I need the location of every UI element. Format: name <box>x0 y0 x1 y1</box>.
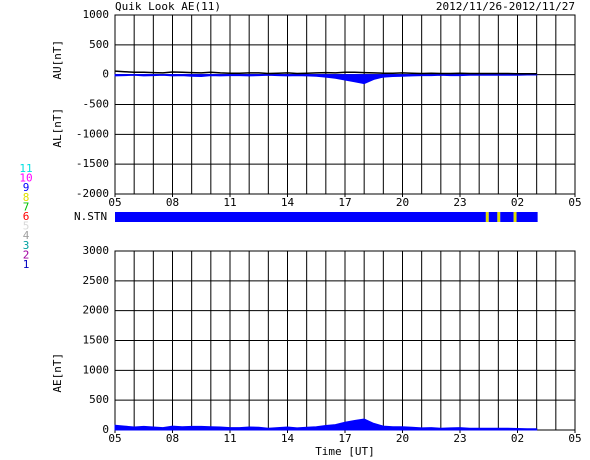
x-tick-label: 11 <box>223 196 236 209</box>
x-tick-label: 11 <box>223 432 236 445</box>
header-date: 2012/11/26-2012/11/27 <box>436 0 575 13</box>
y-tick-label: 1000 <box>83 363 110 376</box>
station-segment <box>516 212 538 222</box>
row-label: N.STN <box>74 210 107 223</box>
x-tick-label: 17 <box>338 432 351 445</box>
x-tick-label: 23 <box>453 196 466 209</box>
y-tick-label: 1000 <box>83 8 110 21</box>
y-tick-label: 2000 <box>83 304 110 317</box>
x-tick-label: 05 <box>108 196 121 209</box>
legend-label: 2 <box>23 248 30 261</box>
area <box>114 418 538 431</box>
legend-label: 7 <box>23 200 30 213</box>
station-segment <box>497 212 501 222</box>
x-tick-label: 05 <box>108 432 121 445</box>
x-tick-label: 05 <box>568 196 581 209</box>
legend-label: 4 <box>23 229 30 242</box>
y-tick-label: 0 <box>102 68 109 81</box>
y-axis-label: AU[nT] <box>51 40 64 80</box>
x-tick-label: 23 <box>453 432 466 445</box>
station-segment <box>115 212 486 222</box>
y-tick-label: 3000 <box>83 244 110 257</box>
x-tick-label: 08 <box>166 196 179 209</box>
station-segment <box>513 212 517 222</box>
y-tick-label: -1000 <box>76 127 109 140</box>
x-tick-label: 02 <box>511 432 524 445</box>
plot-frame <box>114 14 576 195</box>
legend-label: 6 <box>23 210 30 223</box>
line <box>114 70 537 75</box>
y-tick-label: 2500 <box>83 274 110 287</box>
legend-label: 1 <box>23 258 30 271</box>
y-tick-label: 500 <box>89 393 109 406</box>
y-tick-label: -1500 <box>76 157 109 170</box>
y-tick-label: 0 <box>102 423 109 436</box>
x-tick-label: 17 <box>338 196 351 209</box>
x-tick-label: 20 <box>396 196 409 209</box>
legend-label: 8 <box>23 191 30 204</box>
x-tick-label: 20 <box>396 432 409 445</box>
station-segment <box>485 212 489 222</box>
legend-label: 11 <box>19 162 32 175</box>
legend-label: 9 <box>23 181 30 194</box>
x-tick-label: 08 <box>166 432 179 445</box>
station-segment <box>500 212 514 222</box>
y-tick-label: 1500 <box>83 334 110 347</box>
y-tick-label: -500 <box>83 98 110 111</box>
x-axis-label: Time [UT] <box>315 445 375 458</box>
y-axis-label: AL[nT] <box>51 108 64 148</box>
x-tick-label: 14 <box>281 196 295 209</box>
station-segment <box>488 212 498 222</box>
x-tick-label: 05 <box>568 432 581 445</box>
legend-label: 5 <box>23 220 30 233</box>
y-axis-label: AE[nT] <box>51 353 64 393</box>
x-tick-label: 14 <box>281 432 295 445</box>
area <box>114 74 538 85</box>
y-tick-label: -2000 <box>76 187 109 200</box>
y-tick-label: 500 <box>89 38 109 51</box>
legend-label: 10 <box>19 172 32 185</box>
legend-label: 3 <box>23 239 30 252</box>
header-title: Quik Look AE(11) <box>115 0 221 13</box>
x-tick-label: 02 <box>511 196 524 209</box>
